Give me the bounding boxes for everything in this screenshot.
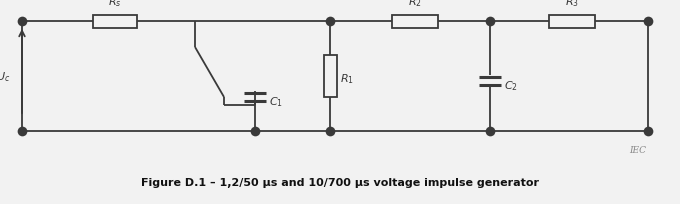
Text: IEC: IEC [629, 145, 646, 154]
Text: $R_1$: $R_1$ [340, 72, 354, 85]
Text: $C_1$: $C_1$ [269, 95, 283, 108]
Bar [324, 56, 337, 98]
Text: $R_3$: $R_3$ [565, 0, 579, 9]
Bar [93, 16, 137, 28]
Text: $R_s$: $R_s$ [108, 0, 122, 9]
Bar [549, 16, 595, 28]
Text: $U_c$: $U_c$ [0, 70, 10, 83]
Bar [392, 16, 438, 28]
Text: Figure D.1 – 1,2/50 µs and 10/700 µs voltage impulse generator: Figure D.1 – 1,2/50 µs and 10/700 µs vol… [141, 177, 539, 187]
Text: $R_2$: $R_2$ [408, 0, 422, 9]
Text: $C_2$: $C_2$ [504, 79, 518, 92]
